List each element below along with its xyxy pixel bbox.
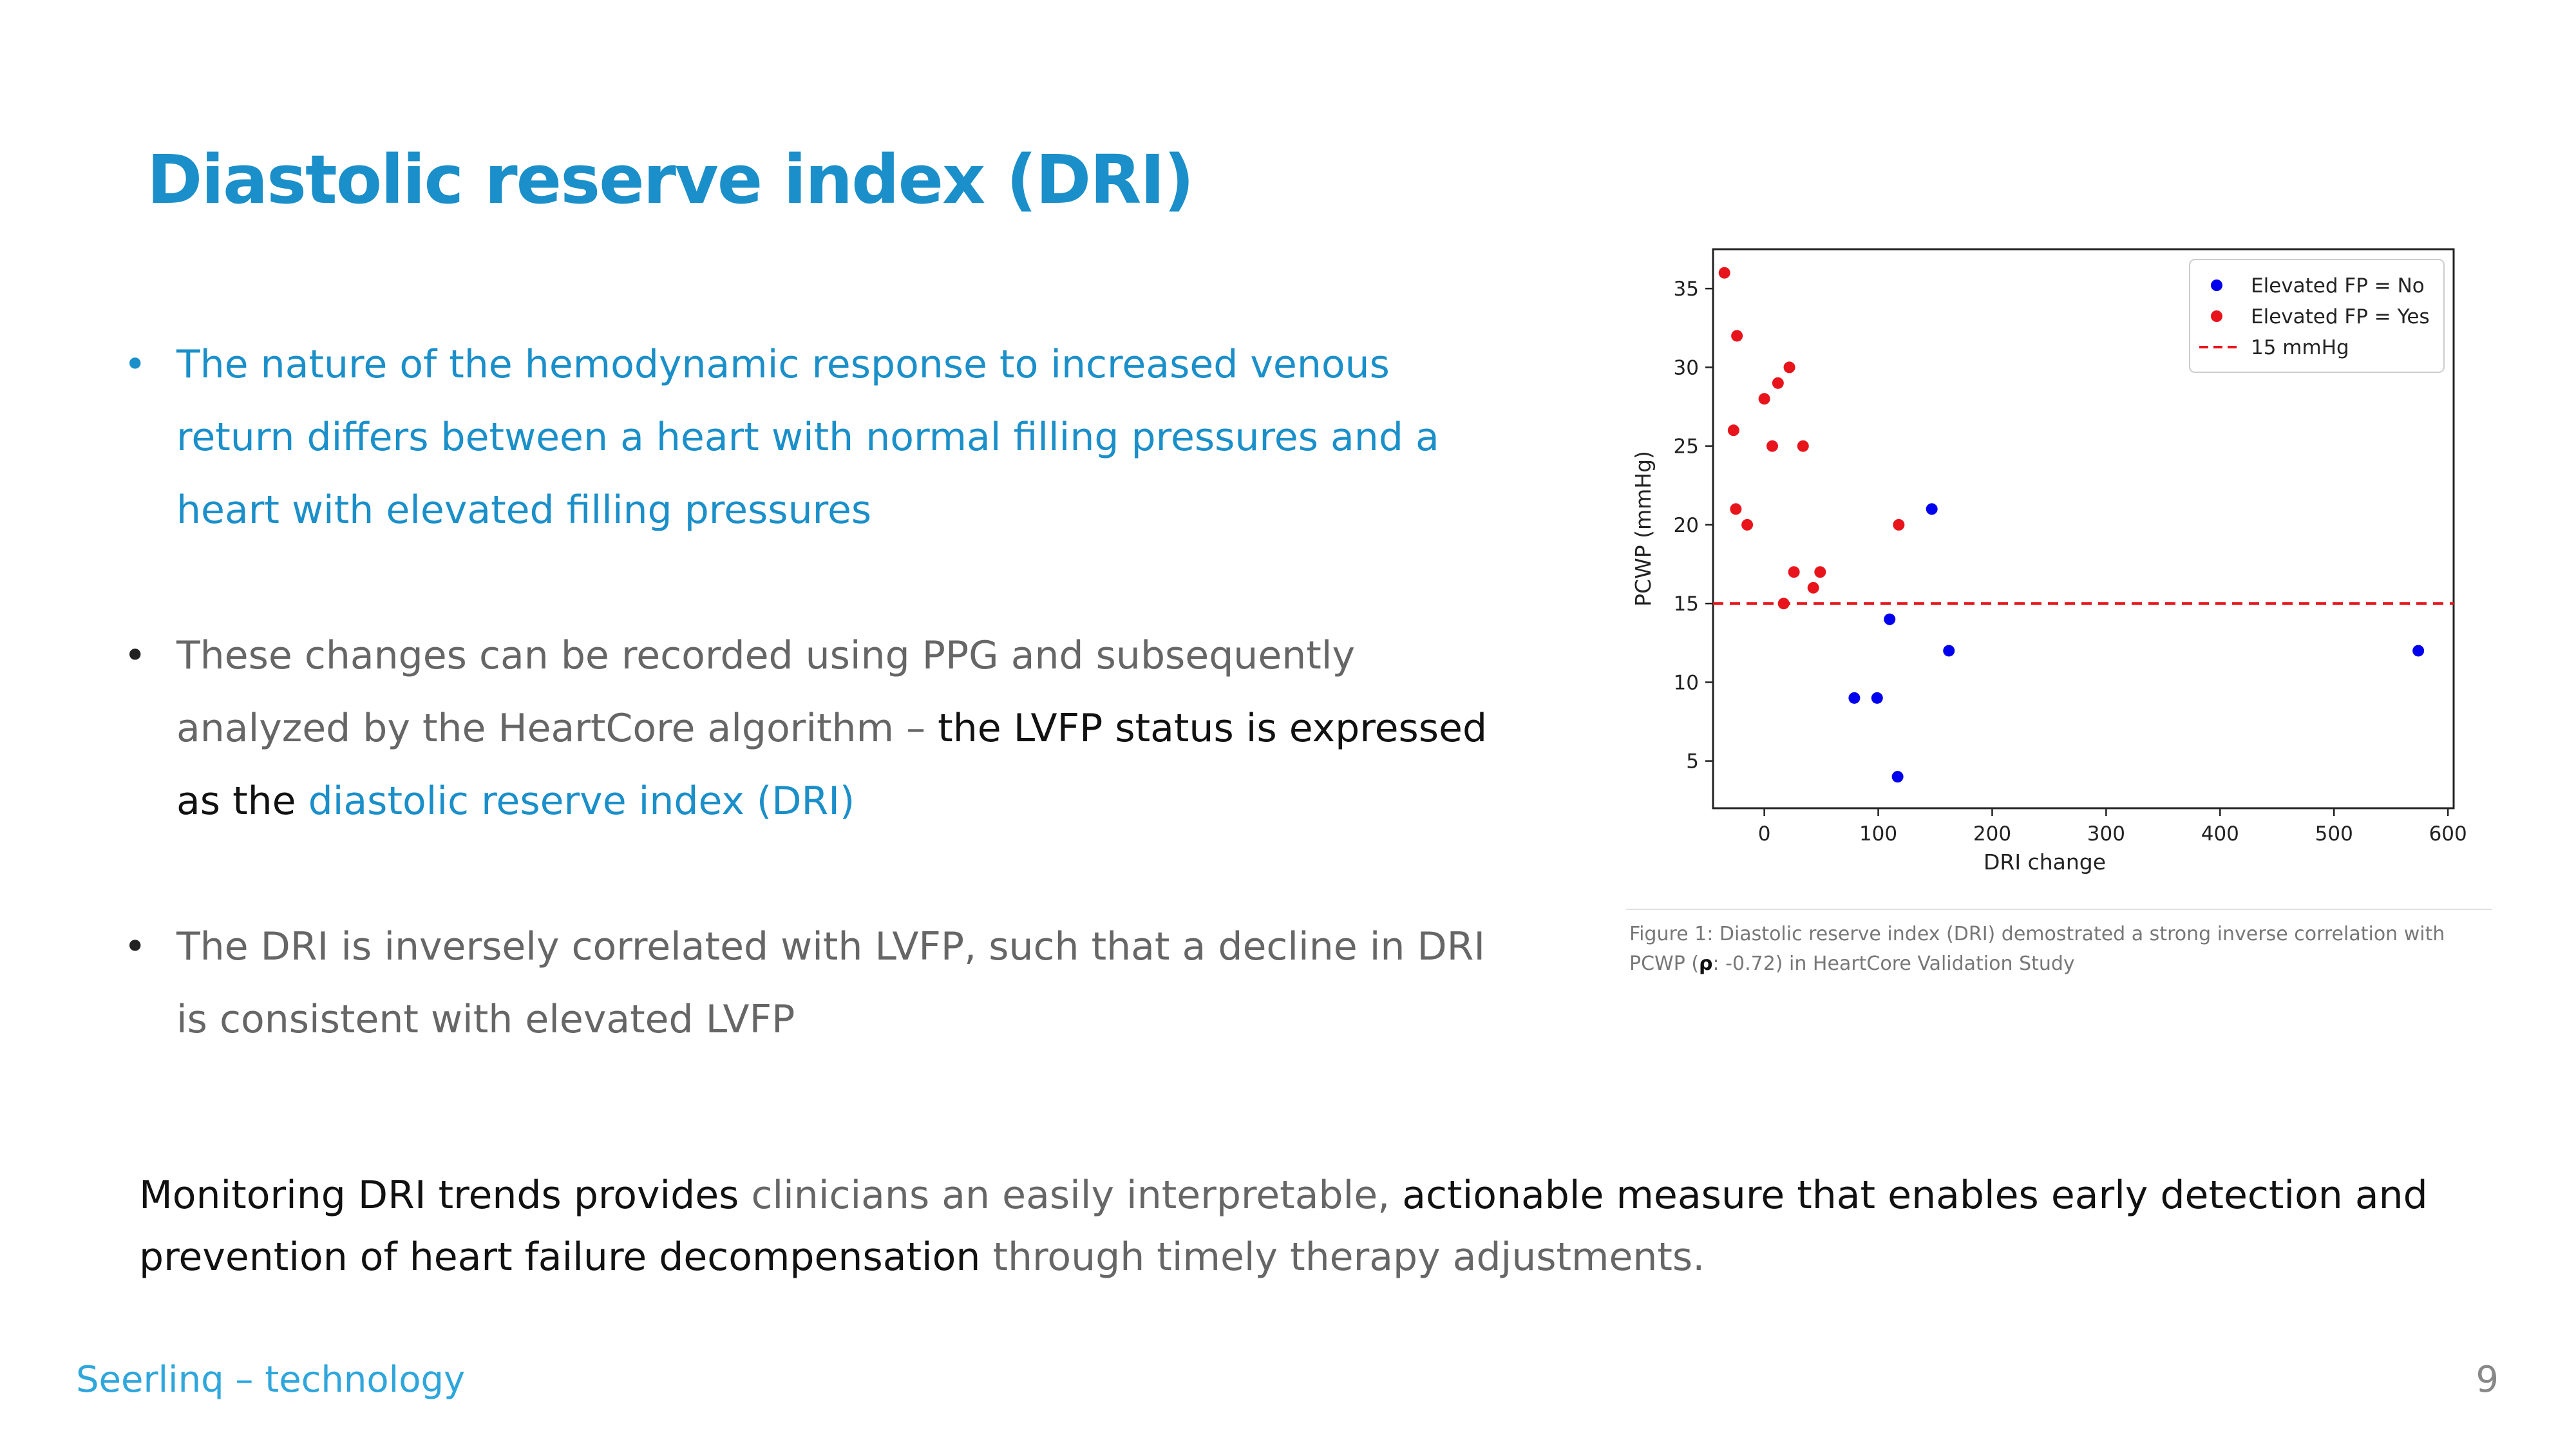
- legend-box: [2189, 259, 2445, 373]
- point-elevated-no: [1871, 692, 1883, 704]
- x-tick-label: 400: [2201, 822, 2239, 846]
- bullet-dot-icon: •: [124, 342, 147, 387]
- legend-label-threshold: 15 mmHg: [2251, 336, 2349, 359]
- legend-marker-no: [2211, 279, 2222, 291]
- bullet-text: The DRI is inversely correlated with LVF…: [176, 924, 1486, 1042]
- plot-frame: [1712, 248, 2455, 810]
- point-elevated-yes: [1783, 361, 1795, 374]
- caption-text-end: : -0.72) in HeartCore Validation Study: [1712, 952, 2075, 975]
- point-elevated-yes: [1730, 503, 1742, 515]
- bullet-text-dri: diastolic reserve index (DRI): [308, 779, 855, 824]
- point-elevated-yes: [1893, 518, 1905, 531]
- bullet-dot-icon: •: [124, 924, 147, 969]
- bullet-text-emphasis: the LVFP status is expressed as the: [176, 706, 1488, 824]
- x-tick-label: 0: [1758, 822, 1771, 846]
- point-elevated-yes: [1718, 267, 1730, 279]
- bullet-inverse-correlation: • The DRI is inversely correlated with L…: [122, 911, 1488, 1056]
- caption-divider: [1626, 909, 2492, 910]
- point-elevated-yes: [1727, 424, 1739, 437]
- bullet-ppg-recording: • These changes can be recorded using PP…: [122, 620, 1488, 838]
- x-tick-label: 100: [1859, 822, 1897, 846]
- summary-text-1: clinicians an easily interpretable,: [739, 1173, 1403, 1218]
- caption-rho: ρ: [1699, 952, 1713, 975]
- bullet-hemodynamic-response: • The nature of the hemodynamic response…: [122, 328, 1488, 547]
- point-elevated-yes: [1814, 566, 1826, 578]
- point-elevated-no: [1926, 503, 1938, 515]
- x-tick-label: 500: [2315, 822, 2353, 846]
- y-tick-label: 20: [1674, 514, 1699, 537]
- legend-marker-yes: [2211, 310, 2222, 322]
- point-elevated-yes: [1777, 598, 1790, 610]
- point-elevated-no: [2412, 645, 2425, 657]
- summary-text-2: through timely therapy adjustments.: [980, 1235, 1705, 1280]
- y-axis-label: PCWP (mmHg): [1631, 451, 1656, 607]
- scatter-chart-svg: 0 100 200 300 400 500 600 5 10 15 20 25 30 35 DRI chan…: [1631, 248, 2467, 875]
- point-elevated-yes: [1788, 566, 1800, 578]
- bullet-text: The nature of the hemodynamic response t…: [176, 342, 1439, 533]
- x-axis-label: DRI change: [1984, 849, 2106, 875]
- point-elevated-no: [1943, 645, 1955, 657]
- y-tick-label: 30: [1674, 356, 1699, 379]
- caption-text: Figure 1: Diastolic reserve index (DRI) …: [1629, 923, 2445, 975]
- point-elevated-no: [1848, 692, 1861, 704]
- y-tick-label: 5: [1686, 750, 1699, 773]
- footer-label: Seerlinq – technology: [76, 1359, 466, 1401]
- page-number: 9: [2476, 1359, 2499, 1401]
- y-tick-label: 25: [1674, 435, 1699, 459]
- point-elevated-yes: [1731, 330, 1743, 342]
- y-tick-label: 10: [1674, 671, 1699, 694]
- point-elevated-yes: [1758, 393, 1770, 405]
- legend-label-yes: Elevated FP = Yes: [2251, 305, 2430, 328]
- legend-label-no: Elevated FP = No: [2251, 274, 2425, 298]
- point-elevated-yes: [1741, 518, 1754, 531]
- y-tick-label: 15: [1674, 592, 1699, 616]
- bullet-text: These changes can be recorded using PPG …: [176, 633, 1355, 751]
- x-tick-label: 200: [1973, 822, 2011, 846]
- scatter-chart: 0 100 200 300 400 500 600 5 10 15 20 25 30 35 DRI chan…: [1613, 232, 2508, 889]
- bullet-dot-icon: •: [124, 633, 147, 678]
- summary-statement: Monitoring DRI trends provides clinician…: [139, 1164, 2432, 1288]
- x-tick-label: 300: [2087, 822, 2125, 846]
- y-tick-label: 35: [1674, 278, 1699, 301]
- summary-emphasis-1: Monitoring DRI trends provides: [139, 1173, 739, 1218]
- x-tick-label: 600: [2429, 822, 2467, 846]
- point-elevated-yes: [1766, 440, 1778, 452]
- summary-emphasis-2: actionable measure that enables early de…: [139, 1173, 2428, 1280]
- point-elevated-yes: [1797, 440, 1809, 452]
- point-elevated-yes: [1807, 582, 1819, 594]
- point-elevated-no: [1891, 771, 1904, 783]
- bullet-list: • The nature of the hemodynamic response…: [122, 328, 1488, 1056]
- page-title: Diastolic reserve index (DRI): [147, 140, 1195, 219]
- point-elevated-yes: [1772, 377, 1784, 389]
- point-elevated-no: [1884, 613, 1896, 625]
- figure-caption: Figure 1: Diastolic reserve index (DRI) …: [1629, 920, 2492, 979]
